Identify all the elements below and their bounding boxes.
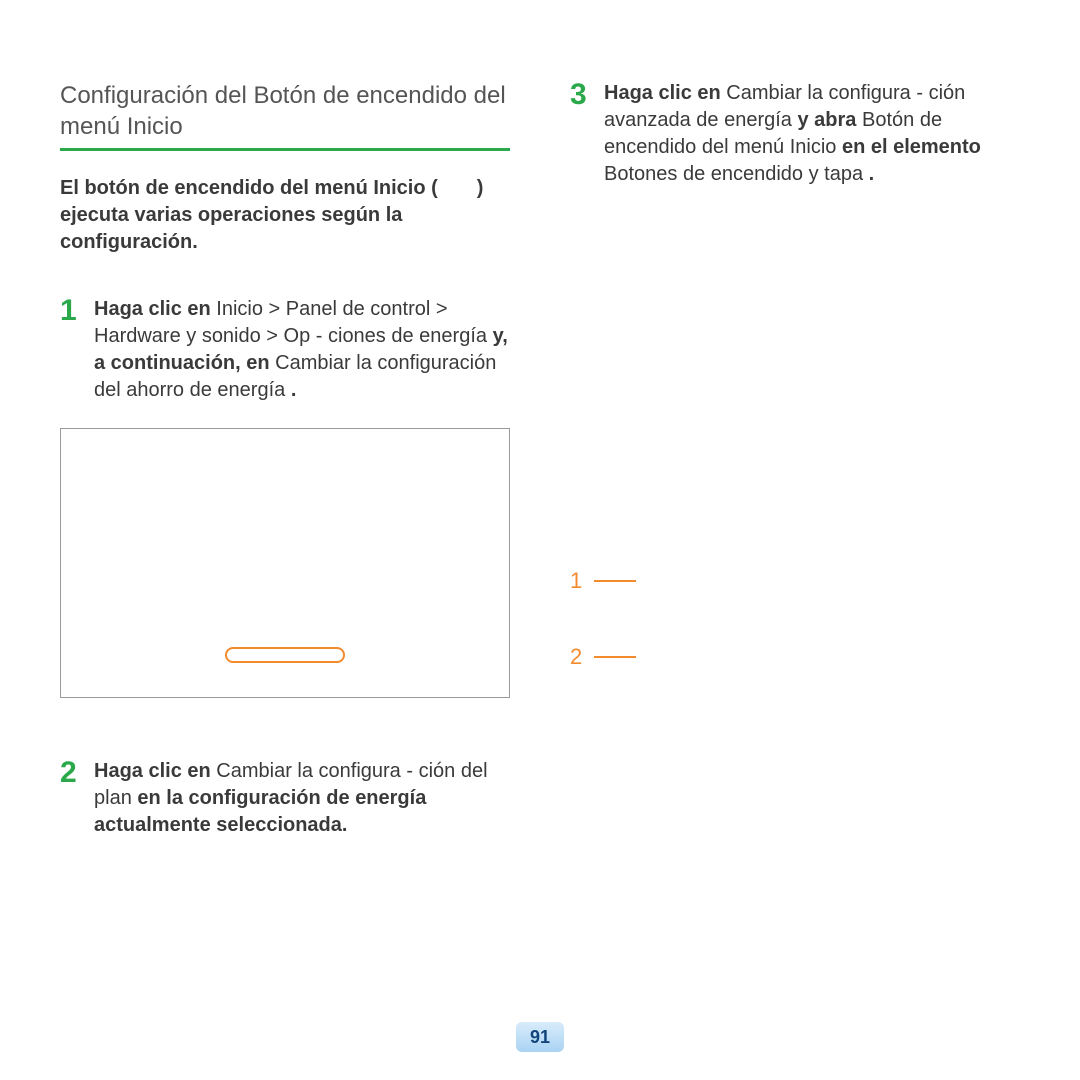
callout-1-line [594, 580, 636, 582]
step-3: 3 Haga clic en Cambiar la configura­ - c… [570, 80, 1020, 188]
callout-legend: 1 2 [570, 568, 1020, 670]
step-1-bold-a: Haga clic en [94, 298, 211, 320]
step-3-number: 3 [570, 80, 590, 110]
callout-2-line [594, 656, 636, 658]
section-title: Configuración del Botón de encendido del… [60, 80, 510, 151]
callout-1: 1 [570, 568, 1020, 594]
document-page: Configuración del Botón de encendido del… [0, 0, 1080, 1080]
step-1-period: . [291, 379, 297, 401]
step-1: 1 Haga clic en Inicio > Panel de control… [60, 296, 510, 404]
figure-highlight-pill [225, 647, 345, 663]
step-3-bold-c: en el elemento [842, 136, 981, 158]
step-2-bold-a: Haga clic en [94, 760, 211, 782]
two-column-layout: Configuración del Botón de encendido del… [60, 80, 1020, 863]
step-2-body: Haga clic en Cambiar la configura­ - ció… [94, 758, 510, 839]
step-2: 2 Haga clic en Cambiar la configura­ - c… [60, 758, 510, 839]
step-3-text-c: Botones de encendido y tapa [604, 163, 869, 185]
step-3-bold-b: y abra [798, 109, 857, 131]
intro-paragraph: El botón de encendido del menú Inicio ( … [60, 175, 510, 256]
step-1-body: Haga clic en Inicio > Panel de control >… [94, 296, 510, 404]
step-3-body: Haga clic en Cambiar la configura­ - ció… [604, 80, 1020, 188]
page-number-container: 91 [516, 1022, 564, 1052]
figure-placeholder [60, 428, 510, 698]
step-2-number: 2 [60, 758, 80, 788]
callout-2: 2 [570, 644, 1020, 670]
callout-1-number: 1 [570, 568, 582, 594]
page-number: 91 [516, 1022, 564, 1052]
intro-prefix: El botón de encendido del menú Inicio ( [60, 177, 438, 199]
step-3-bold-a: Haga clic en [604, 82, 721, 104]
intro-icon-placeholder [443, 177, 471, 199]
step-3-period: . [869, 163, 875, 185]
left-column: Configuración del Botón de encendido del… [60, 80, 510, 863]
step-1-number: 1 [60, 296, 80, 326]
step-2-bold-b: en la configuración de energía actualmen… [94, 787, 426, 836]
callout-2-number: 2 [570, 644, 582, 670]
right-column: 3 Haga clic en Cambiar la configura­ - c… [570, 80, 1020, 863]
